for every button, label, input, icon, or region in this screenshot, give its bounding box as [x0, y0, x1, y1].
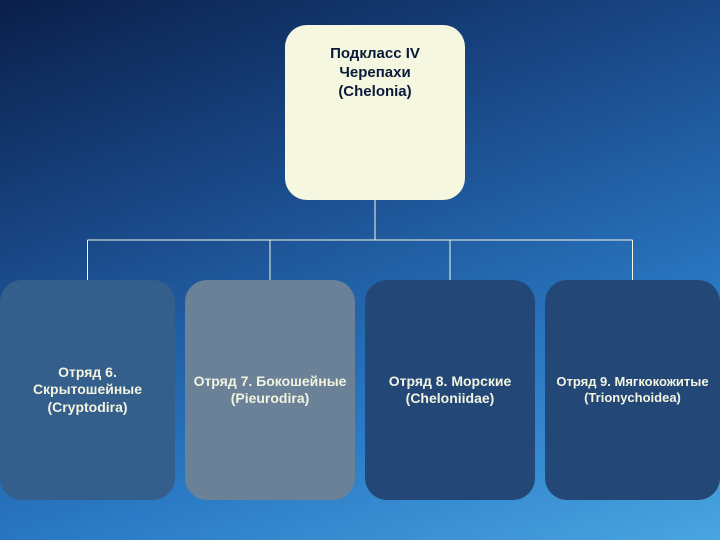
child-node-1: Отряд 7. Бокошейные (Pieurodira)	[185, 280, 355, 500]
child-node-3: Отряд 9. Мягкокожитые (Trionychoidea)	[545, 280, 720, 500]
child-node-0: Отряд 6. Скрытошейные (Cryptodira)	[0, 280, 175, 500]
root-label: Подкласс IV Черепахи (Chelonia)	[330, 45, 420, 101]
child-label-2: Отряд 8. Морские (Cheloniidae)	[373, 373, 527, 408]
child-label-3: Отряд 9. Мягкокожитые (Trionychoidea)	[553, 374, 712, 407]
root-node: Подкласс IV Черепахи (Chelonia)	[285, 25, 465, 200]
child-label-0: Отряд 6. Скрытошейные (Cryptodira)	[8, 364, 167, 417]
child-label-1: Отряд 7. Бокошейные (Pieurodira)	[193, 373, 347, 408]
child-node-2: Отряд 8. Морские (Cheloniidae)	[365, 280, 535, 500]
